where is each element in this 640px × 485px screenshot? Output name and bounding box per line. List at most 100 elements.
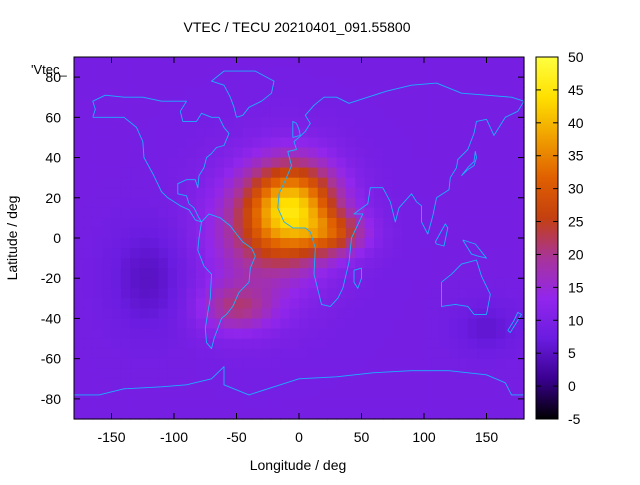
heatmap-cell — [289, 408, 300, 420]
heatmap-cell — [467, 348, 478, 360]
heatmap-cell — [167, 187, 178, 199]
heatmap-cell — [242, 318, 253, 330]
heatmap-cell — [402, 238, 413, 249]
heatmap-cell — [402, 167, 413, 179]
heatmap-cell — [92, 298, 103, 309]
heatmap-cell — [74, 268, 84, 279]
heatmap-cell — [205, 388, 216, 400]
heatmap-cell — [430, 388, 441, 400]
heatmap-cell — [280, 67, 291, 78]
heatmap-cell — [158, 147, 169, 159]
heatmap-cell — [167, 358, 178, 370]
heatmap-cell — [186, 227, 197, 239]
heatmap-cell — [242, 408, 253, 420]
heatmap-cell — [420, 197, 431, 209]
heatmap-cell — [280, 197, 291, 209]
heatmap-cell — [83, 268, 94, 279]
heatmap-cell — [149, 398, 159, 410]
heatmap-cell — [92, 248, 103, 259]
heatmap-cell — [477, 358, 488, 370]
heatmap-cell — [280, 308, 291, 320]
heatmap-cell — [242, 147, 253, 159]
heatmap-cell — [317, 378, 328, 390]
heatmap-cell — [120, 147, 131, 159]
heatmap-cell — [449, 288, 459, 299]
heatmap-cell — [383, 127, 394, 139]
heatmap-cell — [383, 227, 394, 239]
heatmap-cell — [270, 238, 281, 249]
heatmap-cell — [467, 177, 478, 189]
heatmap-cell — [420, 187, 431, 199]
heatmap-cell — [280, 187, 291, 199]
heatmap-cell — [158, 318, 169, 330]
heatmap-cell — [449, 408, 459, 420]
heatmap-cell — [186, 197, 197, 209]
heatmap-cell — [364, 348, 375, 360]
heatmap-cell — [364, 338, 375, 350]
heatmap-cell — [505, 167, 516, 179]
heatmap-cell — [102, 238, 113, 249]
heatmap-cell — [402, 177, 413, 189]
heatmap-cell — [364, 258, 375, 269]
heatmap-cell — [270, 67, 281, 78]
heatmap-cell — [102, 77, 113, 88]
heatmap-cell — [458, 57, 469, 68]
heatmap-cell — [111, 348, 122, 360]
heatmap-cell — [242, 187, 253, 199]
heatmap-cell — [224, 77, 234, 88]
heatmap-cell — [392, 127, 403, 139]
heatmap-cell — [467, 358, 478, 370]
heatmap-cell — [505, 278, 516, 289]
heatmap-cell — [374, 207, 384, 219]
heatmap-cell — [411, 147, 422, 159]
heatmap-cell — [252, 318, 263, 330]
heatmap-cell — [102, 248, 113, 259]
heatmap-cell — [402, 207, 413, 219]
heatmap-cell — [486, 87, 497, 98]
heatmap-cell — [233, 378, 244, 390]
heatmap-cell — [467, 147, 478, 159]
heatmap-cell — [92, 278, 103, 289]
heatmap-cell — [411, 288, 422, 299]
heatmap-cell — [270, 298, 281, 309]
heatmap-cell — [158, 127, 169, 139]
heatmap-cell — [242, 358, 253, 370]
heatmap-cell — [74, 368, 84, 380]
heatmap-cell — [514, 348, 525, 360]
heatmap-cell — [439, 338, 450, 350]
heatmap-cell — [149, 258, 159, 269]
heatmap-cell — [289, 268, 300, 279]
heatmap-cell — [327, 137, 338, 149]
heatmap-cell — [167, 227, 178, 239]
heatmap-cell — [149, 87, 159, 98]
heatmap-cell — [327, 227, 338, 239]
heatmap-cell — [495, 117, 506, 128]
heatmap-cell — [139, 207, 150, 219]
heatmap-cell — [430, 318, 441, 330]
heatmap-cell — [317, 127, 328, 139]
heatmap-cell — [364, 238, 375, 249]
heatmap-cell — [158, 137, 169, 149]
heatmap-cell — [327, 378, 338, 390]
heatmap-cell — [317, 288, 328, 299]
heatmap-cell — [439, 227, 450, 239]
heatmap-cell — [411, 87, 422, 98]
heatmap-cell — [111, 328, 122, 340]
heatmap-cell — [308, 388, 319, 400]
heatmap-cell — [514, 238, 525, 249]
heatmap-cell — [242, 67, 253, 78]
heatmap-cell — [411, 268, 422, 279]
heatmap-cell — [167, 137, 178, 149]
heatmap-cell — [289, 217, 300, 229]
x-tick-label: -50 — [226, 429, 246, 445]
heatmap-cell — [224, 87, 234, 98]
heatmap-cell — [392, 328, 403, 340]
heatmap-cell — [74, 57, 84, 68]
heatmap-cell — [308, 358, 319, 370]
heatmap-cell — [214, 288, 225, 299]
heatmap-cell — [317, 167, 328, 179]
heatmap-cell — [327, 57, 338, 68]
heatmap-cell — [317, 117, 328, 128]
heatmap-cell — [420, 248, 431, 259]
heatmap-cell — [177, 238, 188, 249]
